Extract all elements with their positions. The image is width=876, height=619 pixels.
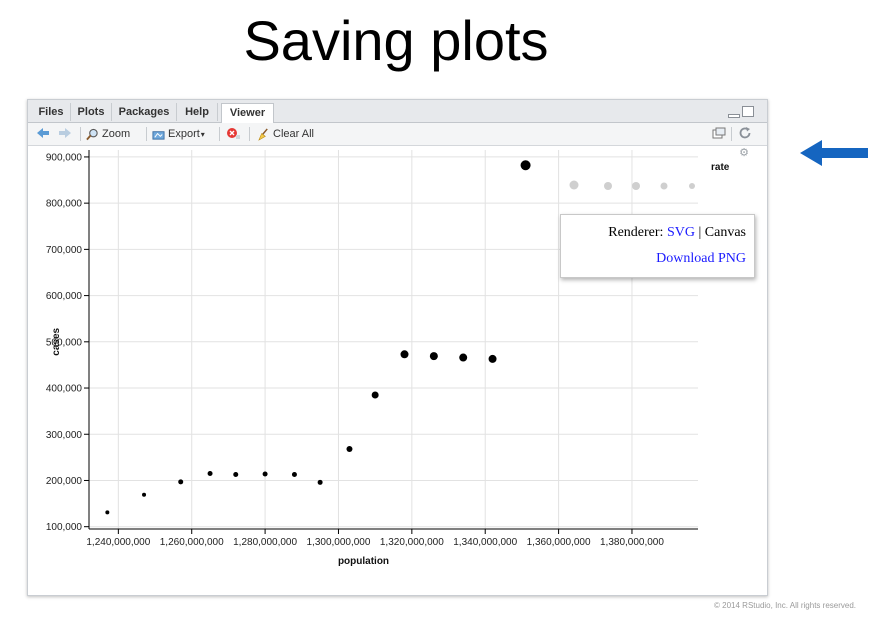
data-point [317, 479, 323, 485]
data-point [142, 492, 147, 497]
viewer-pane: Files Plots Packages Help Viewer Zoom Ex… [27, 99, 768, 596]
toolbar-separator [731, 127, 732, 141]
x-tick-label: 1,360,000,000 [527, 537, 591, 548]
chevron-down-icon: ▾ [200, 130, 205, 139]
x-tick-label: 1,340,000,000 [453, 537, 517, 548]
data-point [488, 354, 497, 363]
data-point [262, 471, 268, 477]
export-button[interactable]: Export▾ [152, 126, 205, 142]
copyright-notice: © 2014 RStudio, Inc. All rights reserved… [714, 601, 856, 610]
tab-plots[interactable]: Plots [71, 103, 112, 121]
tab-help[interactable]: Help [177, 103, 218, 121]
gear-icon: ⚙ [739, 147, 749, 159]
legend-dot [660, 182, 668, 190]
x-tick-label: 1,280,000,000 [233, 537, 297, 548]
renderer-separator: | [698, 225, 702, 240]
svg-renderer-link[interactable]: SVG [666, 225, 695, 240]
data-point [429, 352, 438, 361]
viewer-toolbar: Zoom Export▾ Clear All [28, 123, 767, 146]
pane-tab-bar: Files Plots Packages Help Viewer [28, 100, 767, 123]
broom-icon [258, 128, 268, 141]
back-arrow-icon[interactable] [36, 126, 50, 142]
y-tick-label: 800,000 [46, 199, 83, 210]
data-point [459, 353, 468, 362]
x-tick-label: 1,320,000,000 [380, 537, 444, 548]
pointer-arrow-icon [800, 140, 868, 166]
x-tick-label: 1,380,000,000 [600, 537, 664, 548]
arrow-shape [800, 140, 868, 166]
tab-viewer[interactable]: Viewer [221, 103, 274, 123]
data-point [520, 160, 531, 171]
legend-title: rate [711, 162, 730, 173]
y-tick-label: 200,000 [46, 476, 83, 487]
export-popup: Renderer: SVG | Canvas Download PNG [560, 214, 755, 278]
x-axis-title: population [338, 556, 389, 567]
tab-packages[interactable]: Packages [112, 103, 177, 121]
data-point [105, 510, 110, 515]
data-point [371, 391, 379, 399]
y-tick-label: 700,000 [46, 245, 83, 256]
plot-area: 100,000 200,000 300,000 400,000 500,000 600,0… [28, 146, 767, 595]
toolbar-separator [219, 127, 220, 141]
maximize-icon[interactable] [742, 106, 754, 117]
forward-arrow-icon[interactable] [58, 126, 72, 142]
data-point [291, 471, 297, 477]
export-icon [152, 130, 165, 140]
y-tick-label: 900,000 [46, 152, 83, 163]
y-tick-label: 400,000 [46, 384, 83, 395]
data-point [346, 446, 353, 453]
zoom-label: Zoom [102, 128, 131, 140]
slide-title: Saving plots [243, 9, 549, 72]
data-point [207, 471, 213, 477]
toolbar-separator [80, 127, 81, 141]
download-png-link[interactable]: Download PNG [656, 251, 746, 266]
tab-files[interactable]: Files [32, 103, 71, 121]
remove-plot-button[interactable] [226, 126, 241, 142]
canvas-renderer-option[interactable]: Canvas [704, 225, 746, 240]
y-tick-label: 300,000 [46, 430, 83, 441]
y-tick-label: 600,000 [46, 291, 83, 302]
legend-dot [689, 183, 695, 189]
legend-dot [632, 182, 640, 190]
x-tick-label: 1,260,000,000 [160, 537, 224, 548]
clear-all-button[interactable]: Clear All [257, 126, 314, 142]
toolbar-separator [146, 127, 147, 141]
scatter-chart: 100,000 200,000 300,000 400,000 500,000 600,0… [46, 147, 749, 567]
show-in-window-icon[interactable] [712, 126, 726, 142]
y-tick-label: 100,000 [46, 522, 83, 533]
renderer-label: Renderer: [608, 225, 664, 240]
data-point [400, 350, 409, 359]
zoom-icon [86, 128, 98, 140]
legend-dot [604, 182, 612, 190]
legend-dot [569, 180, 579, 190]
remove-plot-icon [227, 128, 240, 139]
x-tick-label: 1,240,000,000 [86, 537, 150, 548]
clear-all-label: Clear All [273, 128, 314, 140]
x-tick-label: 1,300,000,000 [306, 537, 370, 548]
minimize-icon[interactable] [728, 114, 740, 118]
y-axis-title: cases [51, 327, 62, 355]
data-point [178, 479, 184, 485]
renderer-row: Renderer: SVG | Canvas [608, 225, 746, 241]
export-label: Export [168, 128, 200, 140]
data-point [233, 471, 239, 477]
toolbar-separator [249, 127, 250, 141]
refresh-icon[interactable] [738, 126, 752, 142]
y-tick-label: 500,000 [46, 337, 83, 348]
zoom-button[interactable]: Zoom [86, 126, 130, 142]
